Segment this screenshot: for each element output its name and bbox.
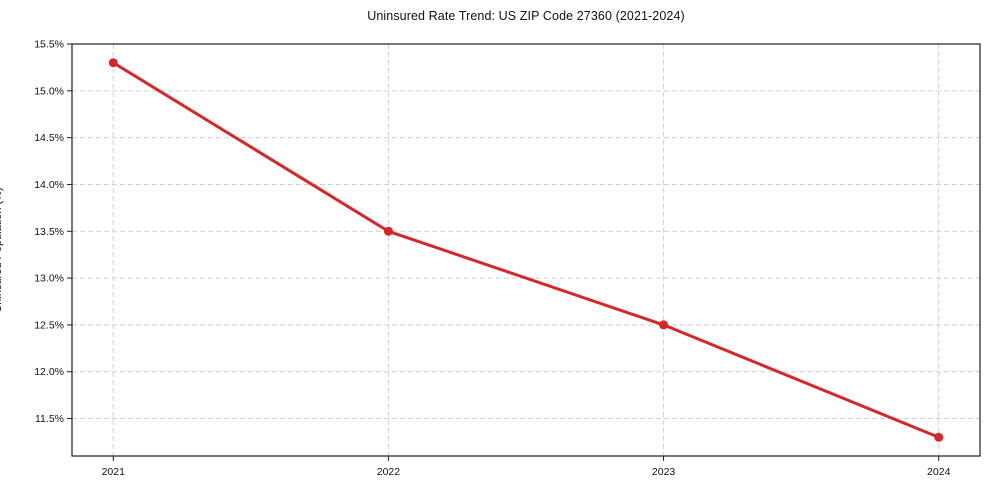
y-tick-label: 13.5% <box>34 226 64 238</box>
plot-frame <box>71 43 981 457</box>
chart-title: Uninsured Rate Trend: US ZIP Code 27360 … <box>367 9 685 23</box>
data-point-marker <box>108 58 118 68</box>
trend-line <box>111 61 941 439</box>
y-tick-label: 15.5% <box>34 39 64 51</box>
data-point-marker <box>659 320 669 330</box>
x-tick-label: 2022 <box>377 466 401 478</box>
x-tick-label: 2021 <box>102 466 126 478</box>
y-tick-label: 14.0% <box>34 179 64 191</box>
y-tick-label: 12.5% <box>34 319 64 331</box>
y-tick-label: 11.5% <box>35 413 64 425</box>
y-tick-label: 15.0% <box>34 85 64 97</box>
data-point-marker <box>934 432 944 442</box>
data-point-marker <box>383 226 393 236</box>
x-tick-label: 2024 <box>927 466 951 478</box>
y-tick-label: 14.5% <box>34 132 64 144</box>
y-tick-label: 13.0% <box>34 273 64 285</box>
y-tick-label: 12.0% <box>34 366 64 378</box>
x-tick-label: 2023 <box>652 466 676 478</box>
